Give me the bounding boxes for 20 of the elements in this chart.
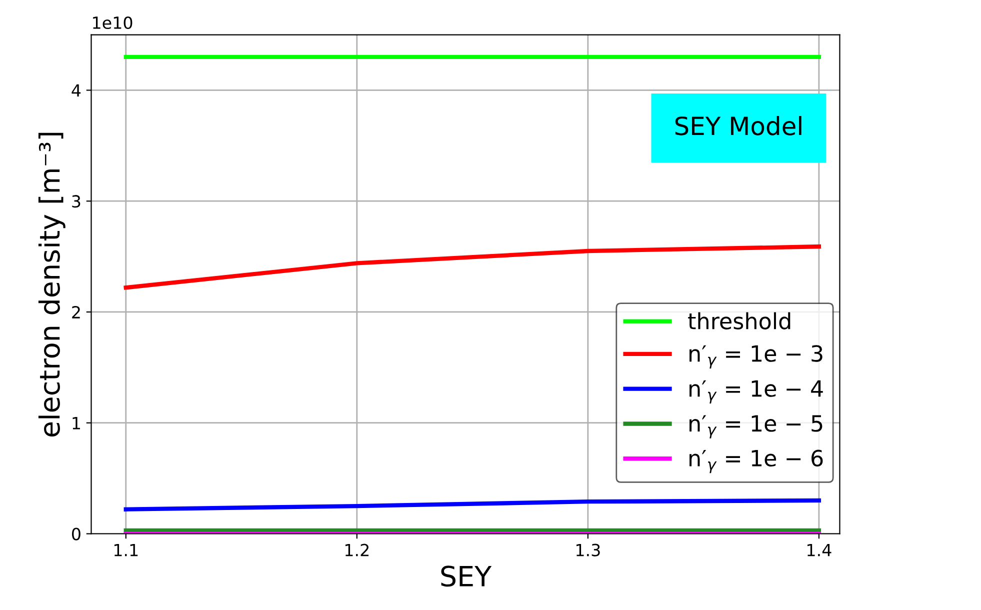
x-tick-label: 1.2 bbox=[345, 544, 368, 556]
annotation: SEY Model bbox=[675, 116, 802, 136]
legend-label: n′$_{γ}$ = 1e − 5 bbox=[690, 415, 822, 438]
y-tick-label: 0 bbox=[72, 528, 80, 540]
legend-label: n′$_{γ}$ = 1e − 3 bbox=[690, 345, 822, 368]
y-tick-label: 4 bbox=[72, 84, 81, 97]
text: 1e10 bbox=[93, 16, 132, 30]
line-series bbox=[124, 498, 822, 512]
x-axis-title: SEY bbox=[441, 566, 492, 587]
y-tick-label: 1 bbox=[72, 417, 80, 430]
y-axis-title: electron density [m⁻³] bbox=[38, 132, 66, 436]
legend-label: n′$_{γ}$ = 1e − 6 bbox=[690, 450, 823, 474]
line-series bbox=[124, 244, 822, 290]
y-tick-label: 3 bbox=[72, 195, 80, 208]
x-tick-label: 1.3 bbox=[576, 544, 600, 556]
x-tick-label: 1.4 bbox=[808, 544, 832, 556]
y-tick-label: 2 bbox=[72, 306, 80, 318]
legend-label: threshold bbox=[688, 312, 790, 330]
legend-label: n′$_{γ}$ = 1e − 4 bbox=[690, 380, 823, 404]
x-tick-label: 1.1 bbox=[114, 544, 138, 556]
